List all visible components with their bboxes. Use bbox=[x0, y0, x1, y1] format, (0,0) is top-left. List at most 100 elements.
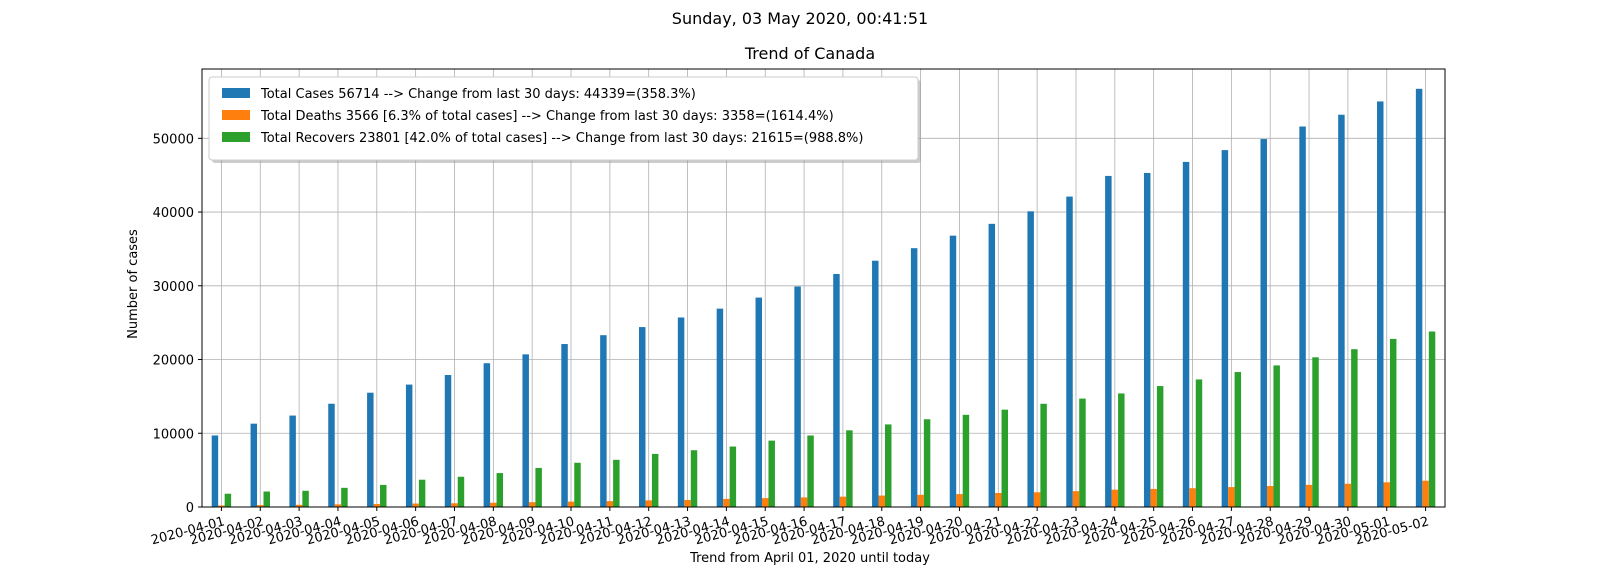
bar bbox=[917, 494, 924, 507]
bar bbox=[846, 430, 853, 507]
bar bbox=[1195, 379, 1203, 507]
bar bbox=[1221, 150, 1229, 507]
bar bbox=[289, 415, 296, 507]
y-tick-label: 40000 bbox=[153, 206, 194, 221]
y-tick-label: 30000 bbox=[153, 280, 194, 295]
bar bbox=[412, 503, 419, 507]
bar bbox=[535, 467, 542, 507]
bar bbox=[1001, 409, 1009, 507]
bar bbox=[606, 501, 614, 507]
legend: Total Cases 56714 --> Change from last 3… bbox=[208, 76, 921, 163]
bar bbox=[522, 354, 529, 507]
bar bbox=[923, 419, 931, 507]
bar bbox=[1383, 482, 1390, 507]
chart-title: Trend of Canada bbox=[744, 44, 875, 63]
bar bbox=[373, 504, 381, 507]
bar bbox=[1027, 211, 1034, 508]
bar bbox=[872, 260, 879, 507]
bar bbox=[302, 490, 309, 507]
bar bbox=[1189, 488, 1196, 507]
bar bbox=[496, 473, 504, 507]
bar bbox=[613, 459, 620, 507]
bar bbox=[451, 503, 458, 507]
bar bbox=[405, 384, 413, 507]
bar bbox=[800, 497, 808, 507]
bar bbox=[328, 403, 335, 507]
bar bbox=[651, 453, 659, 507]
bar bbox=[1299, 126, 1306, 508]
bar bbox=[833, 273, 840, 507]
bar bbox=[1156, 386, 1164, 507]
bar bbox=[1428, 331, 1436, 507]
bar bbox=[418, 479, 426, 507]
x-axis-label: Trend from April 01, 2020 until today bbox=[689, 551, 930, 566]
bar bbox=[910, 248, 918, 507]
bar bbox=[263, 491, 270, 507]
bar bbox=[949, 235, 957, 507]
y-tick-label: 20000 bbox=[153, 354, 194, 369]
y-axis-label: Number of cases bbox=[126, 229, 141, 339]
bar bbox=[638, 327, 646, 507]
bar bbox=[1351, 349, 1358, 507]
bar bbox=[761, 498, 769, 507]
bar bbox=[1033, 492, 1041, 507]
bar bbox=[1143, 172, 1151, 507]
bar bbox=[483, 363, 491, 507]
bar bbox=[755, 297, 762, 507]
bar bbox=[995, 492, 1002, 507]
bar bbox=[1040, 403, 1047, 507]
bar bbox=[1118, 393, 1125, 507]
bar bbox=[1389, 338, 1397, 507]
bar bbox=[1072, 491, 1080, 507]
bar bbox=[723, 498, 730, 507]
bar bbox=[1066, 196, 1073, 507]
bar bbox=[380, 484, 387, 507]
bar bbox=[1079, 398, 1086, 507]
bar bbox=[211, 435, 219, 507]
bar bbox=[1105, 175, 1112, 507]
bar bbox=[794, 286, 801, 507]
legend-label: Total Deaths 3566 [6.3% of total cases] … bbox=[260, 109, 834, 124]
bar bbox=[885, 424, 892, 507]
bar bbox=[1273, 365, 1280, 507]
bar bbox=[1111, 489, 1119, 507]
bar bbox=[444, 375, 452, 507]
bar bbox=[645, 500, 652, 507]
bar bbox=[878, 495, 886, 507]
bar bbox=[1422, 480, 1429, 507]
bar bbox=[839, 496, 847, 507]
y-tick-label: 10000 bbox=[153, 427, 194, 442]
bar bbox=[341, 487, 348, 507]
bar bbox=[224, 493, 232, 507]
bar bbox=[1228, 487, 1235, 507]
bar bbox=[1377, 101, 1384, 507]
bar bbox=[334, 504, 342, 507]
bar bbox=[729, 446, 737, 507]
legend-label: Total Cases 56714 --> Change from last 3… bbox=[260, 87, 696, 102]
bar bbox=[1312, 357, 1319, 507]
y-tick-label: 50000 bbox=[153, 132, 194, 147]
bar bbox=[690, 450, 698, 507]
bar bbox=[962, 414, 970, 507]
bar bbox=[490, 502, 497, 507]
bar bbox=[367, 392, 374, 507]
bar bbox=[295, 504, 303, 507]
bar bbox=[250, 423, 258, 507]
bar bbox=[1234, 372, 1242, 507]
y-tick-label: 0 bbox=[186, 501, 194, 516]
bar bbox=[257, 505, 264, 507]
bar bbox=[528, 502, 536, 507]
legend-label: Total Recovers 23801 [42.0% of total cas… bbox=[260, 131, 863, 146]
bar bbox=[1338, 114, 1345, 508]
bar bbox=[1266, 485, 1274, 507]
legend-swatch bbox=[222, 110, 250, 120]
bar bbox=[561, 344, 568, 507]
bar bbox=[574, 462, 581, 507]
bar bbox=[567, 501, 575, 507]
bar bbox=[768, 440, 775, 507]
axes-frame bbox=[201, 68, 1446, 508]
bar bbox=[1344, 483, 1352, 507]
legend-frame bbox=[208, 76, 919, 161]
bar bbox=[956, 494, 963, 507]
